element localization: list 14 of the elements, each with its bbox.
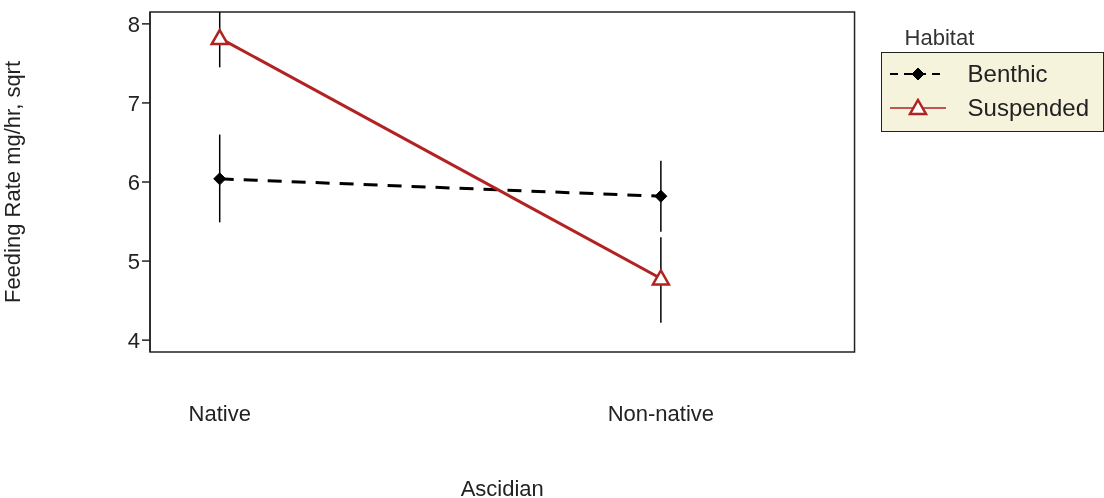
y-tick-label: 7	[127, 90, 140, 116]
legend-label: Benthic	[967, 60, 1048, 88]
y-tick-label: 6	[127, 169, 140, 195]
legend-label: Suspended	[967, 94, 1089, 122]
x-tick-label: Non-native	[607, 400, 715, 426]
y-tick-label: 4	[127, 327, 140, 353]
y-tick-label: 5	[127, 248, 140, 274]
point	[654, 189, 668, 203]
x-tick-label: Native	[188, 400, 251, 426]
y-axis-title: Feeding Rate mg/hr, sqrt	[0, 60, 25, 304]
x-axis-title: Ascidian	[460, 476, 544, 498]
y-tick-label: 8	[127, 11, 140, 37]
point	[213, 172, 227, 186]
legend-title: Habitat	[904, 24, 976, 52]
